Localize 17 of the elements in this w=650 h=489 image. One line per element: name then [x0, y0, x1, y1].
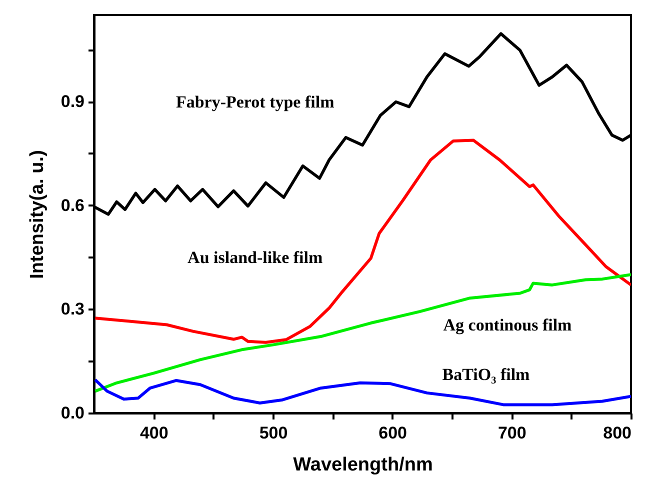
y-tick-label: 0.9 — [60, 92, 84, 112]
annotation: Fabry-Perot type film — [176, 92, 334, 112]
y-tick-label: 0.0 — [60, 404, 84, 422]
x-tick-label: 700 — [498, 424, 526, 442]
line-series — [94, 273, 631, 393]
x-tick-label: 500 — [259, 424, 288, 442]
y-tick-label: 0.3 — [60, 300, 84, 319]
annotation: Ag continous film — [443, 315, 572, 334]
x-tick-label: 600 — [378, 424, 408, 442]
y-tick-label: 0.6 — [60, 196, 84, 215]
x-tick-label: 800 — [603, 424, 632, 442]
x-axis-title: Wavelength/nm — [293, 454, 433, 476]
annotation: BaTiO₃ film — [442, 365, 530, 384]
annotation: Au island-like film — [188, 248, 323, 267]
x-tick-label: 400 — [140, 424, 168, 442]
line-series — [94, 138, 631, 344]
y-axis-title: Intensity(a. u.) — [26, 150, 48, 279]
